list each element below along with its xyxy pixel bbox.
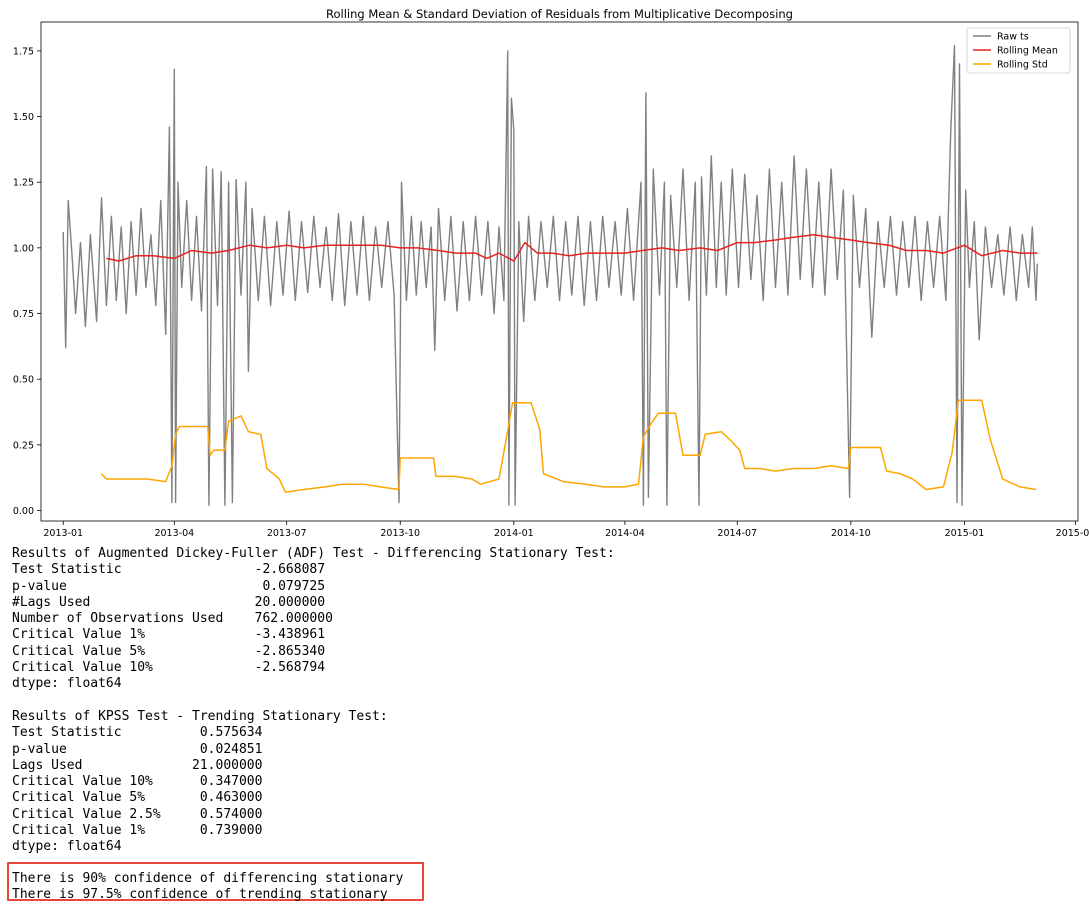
blank-line xyxy=(12,693,615,709)
y-tick-label: 1.25 xyxy=(13,178,34,189)
x-tick-label: 2014-04 xyxy=(605,528,645,539)
conclusion-line-adf: There is 90% confidence of differencing … xyxy=(12,871,404,886)
kpss-results: Test Statistic 0.575634 p-value 0.024851 L… xyxy=(12,725,615,839)
conclusion-text: There is 90% confidence of differencing … xyxy=(12,871,403,901)
y-tick-label: 0.50 xyxy=(13,375,34,386)
y-tick-label: 0.00 xyxy=(13,506,34,517)
conclusion-highlight-box xyxy=(7,862,424,901)
x-tick-label: 2013-10 xyxy=(380,528,420,539)
adf-dtype: dtype: float64 xyxy=(12,676,122,692)
adf-row: Test Statistic -2.668087 xyxy=(12,562,326,578)
legend-label: Raw ts xyxy=(997,32,1029,43)
y-tick-label: 1.75 xyxy=(13,46,34,57)
x-tick-label: 2014-07 xyxy=(717,528,757,539)
x-tick-label: 2015-01 xyxy=(945,528,985,539)
x-tick-label: 2015-04 xyxy=(1056,528,1089,539)
adf-row: Critical Value 10% -2.568794 xyxy=(12,660,326,676)
chart: Rolling Mean & Standard Deviation of Res… xyxy=(13,7,1089,539)
y-tick-label: 0.75 xyxy=(13,309,34,320)
x-tick-label: 2013-04 xyxy=(154,528,194,539)
kpss-row: p-value 0.024851 xyxy=(12,741,263,757)
y-tick-label: 1.50 xyxy=(13,112,34,123)
series-line-rolling-mean xyxy=(106,233,1038,262)
legend-label: Rolling Mean xyxy=(997,46,1058,57)
kpss-row: Critical Value 2.5% 0.574000 xyxy=(12,806,263,822)
kpss-heading: Results of KPSS Test - Trending Stationa… xyxy=(12,708,388,724)
kpss-dtype: dtype: float64 xyxy=(12,839,122,855)
y-tick-label: 1.00 xyxy=(13,243,34,254)
console-output: Results of Augmented Dickey-Fuller (ADF)… xyxy=(12,546,615,856)
series-line-rolling-std xyxy=(100,399,1037,493)
kpss-row: Critical Value 5% 0.463000 xyxy=(12,790,263,806)
kpss-row: Test Statistic 0.575634 xyxy=(12,725,263,741)
adf-row: Critical Value 1% -3.438961 xyxy=(12,627,326,643)
plot-frame xyxy=(40,21,1079,522)
kpss-row: Lags Used 21.000000 xyxy=(12,757,263,773)
conclusion-line-kpss: There is 97.5% confidence of trending st… xyxy=(12,887,388,901)
x-tick-label: 2013-07 xyxy=(267,528,307,539)
legend-label: Rolling Std xyxy=(997,60,1048,71)
chart-title: Rolling Mean & Standard Deviation of Res… xyxy=(326,7,793,21)
chart-svg: Rolling Mean & Standard Deviation of Res… xyxy=(13,7,1089,539)
x-tick-label: 2014-10 xyxy=(831,528,871,539)
adf-row: p-value 0.079725 xyxy=(12,578,326,594)
adf-heading: Results of Augmented Dickey-Fuller (ADF)… xyxy=(12,546,615,561)
adf-results: Test Statistic -2.668087 p-value 0.079725… xyxy=(12,562,615,676)
legend-box xyxy=(966,27,1071,74)
x-tick-label: 2013-01 xyxy=(43,528,83,539)
adf-row: #Lags Used 20.000000 xyxy=(12,594,326,610)
adf-row: Number of Observations Used 762.000000 xyxy=(12,611,333,627)
y-tick-label: 0.25 xyxy=(13,440,34,451)
adf-row: Critical Value 5% -2.865340 xyxy=(12,643,326,659)
series-line-raw-ts xyxy=(62,44,1038,506)
kpss-row: Critical Value 1% 0.739000 xyxy=(12,823,263,839)
x-tick-label: 2014-01 xyxy=(494,528,534,539)
kpss-row: Critical Value 10% 0.347000 xyxy=(12,774,263,790)
